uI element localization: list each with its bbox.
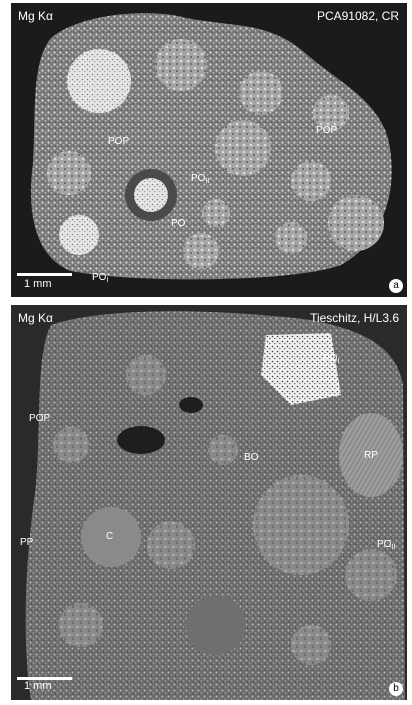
panel-letter-b: b: [389, 682, 403, 696]
panel-letter-a: a: [389, 279, 403, 293]
label-po-i-b: POI: [323, 353, 340, 365]
scale-bar-b: [17, 677, 72, 680]
label-po-a: PO: [171, 218, 186, 229]
label-pp-b: PP: [20, 537, 34, 548]
panel-a-image: [30, 13, 392, 280]
specimen-label-b: Tieschitz, H/L3.6: [310, 311, 399, 325]
scale-text-b: 1 mm: [24, 680, 52, 692]
panel-b-map: Mg Kα Tieschitz, H/L3.6 POI POP RP BO C …: [11, 305, 407, 700]
label-pop-b: POP: [29, 413, 51, 424]
label-pop-left-a: POP: [108, 136, 130, 147]
label-po-ii-b: POII: [377, 539, 396, 551]
panel-a-map: Mg Kα PCA91082, CR POP POP POII PO POI 1…: [11, 3, 407, 297]
scale-bar-a: [17, 273, 72, 276]
label-po-ii-a: POII: [191, 173, 210, 185]
scale-text-a: 1 mm: [24, 278, 52, 290]
label-bo-b: BO: [244, 452, 259, 463]
rock-slice-b: [25, 311, 405, 700]
label-pop-right-a: POP: [316, 125, 338, 136]
label-c-b: C: [106, 531, 114, 542]
specimen-label-a: PCA91082, CR: [316, 9, 399, 23]
label-rp-b: RP: [364, 450, 378, 461]
panel-b-image: [25, 311, 405, 700]
label-po-i-a: POI: [92, 272, 109, 284]
element-label-a: Mg Kα: [18, 9, 53, 23]
element-label-b: Mg Kα: [18, 311, 53, 325]
